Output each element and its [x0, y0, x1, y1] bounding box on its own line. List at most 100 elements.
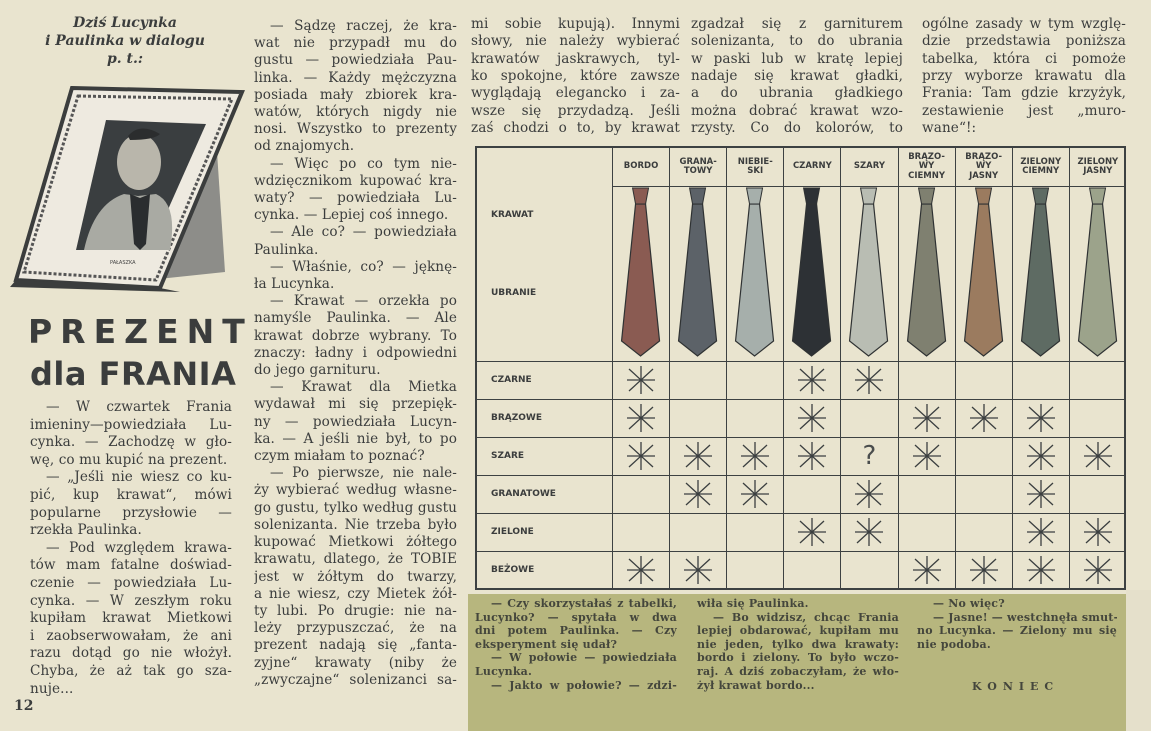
tie-icon [792, 187, 832, 357]
row-header-ubranie: UBRANIE [491, 288, 537, 298]
match-cell [897, 361, 955, 399]
asterisk-mark-icon [855, 518, 884, 546]
asterisk-mark-icon [855, 366, 884, 394]
asterisk-mark-icon [1026, 404, 1055, 432]
text-line: Lucynko? — spytała w dwa [475, 610, 677, 624]
asterisk-mark-icon [1083, 442, 1112, 470]
text-line: cynka. — Lepiej coś innego. [254, 207, 449, 224]
text-line: Frania: Tam gdzie krzyżyk, [922, 85, 1126, 102]
match-cell [1011, 513, 1069, 551]
column-header: ZIELONY CIEMNY [1011, 148, 1069, 186]
column-header: BRĄZO- WY JASNY [954, 148, 1012, 186]
text-line: — No więc? [933, 597, 1005, 610]
column-header: BRĄZO- WY CIEMNY [897, 148, 955, 186]
tie-cell [840, 186, 897, 361]
text-line: kupować Mietkowi żółtego [254, 534, 457, 551]
text-line: popularne przysłowie — [30, 504, 232, 521]
match-cell [612, 437, 669, 475]
table-rule [612, 186, 1124, 187]
text-line: ko spokojne, które zawsze [471, 68, 680, 85]
row-header-krawat: KRAWAT [491, 210, 534, 220]
match-cell [1011, 399, 1069, 437]
text-line: wdzięcznikom kupować kra- [254, 172, 457, 189]
text-line: linka. — Każdy mężczyzna [254, 69, 457, 86]
asterisk-mark-icon [627, 442, 656, 470]
text-line: rzekła Paulinka. [30, 522, 142, 539]
text-line: nosi. Wszystko to prezenty [254, 121, 457, 138]
match-cell [669, 513, 726, 551]
text-line: — Ale co? — powiedziała [270, 224, 457, 241]
asterisk-mark-icon [798, 442, 827, 470]
text-line: dzie przedstawia poniższa [922, 33, 1126, 50]
text-line: — Czy skorzystałaś z tabelki, [491, 597, 677, 610]
match-cell [726, 475, 783, 513]
row-label: GRANATOWE [491, 489, 556, 499]
text-line: jest w żółtym do twarzy, [254, 568, 457, 585]
match-cell [954, 361, 1012, 399]
text-line: eksperyment się udał? [475, 637, 618, 651]
match-cell [783, 475, 840, 513]
text-line: — Właśnie, co? — jęknę- [270, 258, 457, 275]
asterisk-mark-icon [627, 404, 656, 432]
text-line: wane“!: [922, 120, 977, 137]
ending-column-3: — No więc? — Jasne! — westchnęła smut-no … [917, 597, 1117, 651]
asterisk-mark-icon [627, 366, 656, 394]
text-line: można dobrać krawat wzo- [691, 102, 903, 119]
column-header: CZARNY [783, 148, 840, 186]
match-cell [1068, 551, 1126, 589]
match-cell [897, 399, 955, 437]
asterisk-mark-icon [1026, 442, 1055, 470]
match-cell [1011, 437, 1069, 475]
text-line: — Więc po co tym nie- [270, 155, 457, 172]
tie-matching-table: KRAWAT UBRANIE BORDO GRANA- TOWY NIEBIE- SKI… [475, 146, 1126, 590]
asterisk-mark-icon [1083, 518, 1112, 546]
column-header: BORDO [612, 148, 669, 186]
table-rule [477, 513, 1124, 514]
column-header: ZIELONY JASNY [1068, 148, 1126, 186]
text-line: krawat dobrze wybrany. To [254, 327, 457, 344]
text-line: lepiej obdarować, kupiłam mu [697, 624, 899, 638]
ending-column-1: — Czy skorzystałaś z tabelki, Lucynko? — … [475, 597, 677, 692]
text-line: solenizanta. Nie trzeba było [254, 516, 457, 533]
asterisk-mark-icon [741, 480, 770, 508]
match-cell [840, 551, 897, 589]
asterisk-mark-icon [1026, 480, 1055, 508]
text-line: zaś chodzi o to, by krawat [471, 120, 680, 137]
tie-cell [783, 186, 840, 361]
tie-icon [963, 187, 1003, 357]
asterisk-mark-icon [741, 442, 770, 470]
match-cell [726, 437, 783, 475]
match-cell [1011, 551, 1069, 589]
intro-line: p. t.: [106, 51, 144, 67]
text-line: gustu — powiedziała Pau- [254, 52, 457, 69]
match-cell [840, 399, 897, 437]
match-cell [840, 475, 897, 513]
text-line: zyjne“ krawaty (niby że [254, 654, 457, 671]
text-line: no Lucynka. — Zielony mu się [917, 624, 1117, 638]
text-line: wyglądają elegancko i za- [471, 85, 680, 102]
text-line: zgadzał się z garniturem [691, 16, 903, 32]
text-line: leży przypuszczać, że na [254, 620, 457, 637]
asterisk-mark-icon [1026, 518, 1055, 546]
text-line: — „Jeśli nie wiesz co ku- [46, 469, 232, 486]
text-line: razu dotąd go nie włożył. [30, 645, 232, 662]
tie-cell [726, 186, 783, 361]
match-cell [669, 551, 726, 589]
text-line: kupiłam krawat Mietkowi [30, 610, 232, 627]
match-cell [1068, 437, 1126, 475]
row-label: BEŻOWE [491, 565, 535, 575]
match-cell [1011, 361, 1069, 399]
asterisk-mark-icon [798, 366, 827, 394]
match-cell [612, 361, 669, 399]
match-cell [783, 551, 840, 589]
text-line: rzysty. Co do kolorów, to [691, 120, 903, 137]
text-line: raj. A dziś zobaczyłam, że wło- [697, 664, 899, 678]
tie-icon [1020, 187, 1060, 357]
text-line: cynka. — W zeszłym roku [30, 592, 232, 609]
asterisk-mark-icon [798, 404, 827, 432]
match-cell [669, 437, 726, 475]
intro-line: Dziś Lucynka [73, 15, 177, 31]
match-cell [669, 361, 726, 399]
table-rule [477, 475, 1124, 476]
text-line: dni potem Paulinka. — Czy [475, 624, 677, 638]
